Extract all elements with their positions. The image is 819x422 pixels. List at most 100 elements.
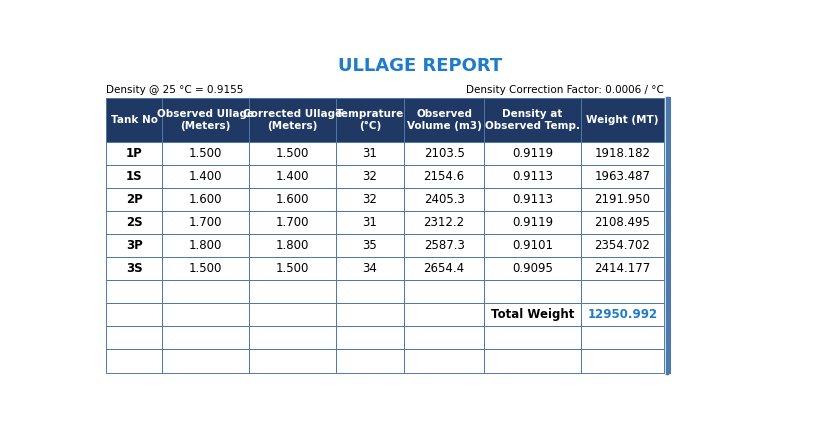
Text: 31: 31 <box>362 216 378 229</box>
Text: 2587.3: 2587.3 <box>423 239 464 252</box>
Bar <box>106 98 162 141</box>
Text: 2654.4: 2654.4 <box>423 262 464 275</box>
Bar <box>485 326 581 349</box>
Text: 1.500: 1.500 <box>188 146 222 160</box>
Bar <box>485 188 581 211</box>
Text: 2154.6: 2154.6 <box>423 170 464 183</box>
Text: Corrected Ullage
(Meters): Corrected Ullage (Meters) <box>242 109 342 131</box>
Bar <box>581 211 664 234</box>
Bar <box>162 303 249 326</box>
Bar <box>485 141 581 165</box>
Bar <box>162 257 249 280</box>
Text: 2312.2: 2312.2 <box>423 216 464 229</box>
Text: 32: 32 <box>362 193 378 206</box>
Bar <box>162 234 249 257</box>
Bar <box>106 257 162 280</box>
Bar <box>404 326 485 349</box>
Bar <box>249 280 336 303</box>
Bar <box>249 141 336 165</box>
Text: 1.500: 1.500 <box>188 262 222 275</box>
Text: 0.9101: 0.9101 <box>512 239 553 252</box>
Bar <box>106 141 162 165</box>
Bar <box>404 211 485 234</box>
Bar <box>404 165 485 188</box>
Text: 2S: 2S <box>126 216 143 229</box>
Bar <box>106 188 162 211</box>
Text: 1.500: 1.500 <box>275 262 309 275</box>
Text: 2P: 2P <box>126 193 143 206</box>
Bar <box>336 141 404 165</box>
Text: 34: 34 <box>362 262 378 275</box>
Bar <box>249 188 336 211</box>
Text: 0.9113: 0.9113 <box>512 170 553 183</box>
Text: Total Weight: Total Weight <box>491 308 574 321</box>
Bar <box>581 326 664 349</box>
Text: 2405.3: 2405.3 <box>423 193 464 206</box>
Text: 2414.177: 2414.177 <box>595 262 650 275</box>
Bar <box>249 303 336 326</box>
Text: Density Correction Factor: 0.0006 / °C: Density Correction Factor: 0.0006 / °C <box>466 84 664 95</box>
Bar <box>106 98 162 141</box>
Bar <box>162 188 249 211</box>
Bar <box>106 303 162 326</box>
Bar <box>485 257 581 280</box>
Text: 1.700: 1.700 <box>275 216 309 229</box>
Text: 31: 31 <box>362 146 378 160</box>
Text: 1.700: 1.700 <box>188 216 222 229</box>
Bar <box>106 280 162 303</box>
Text: 2108.495: 2108.495 <box>595 216 650 229</box>
Text: Observed
Volume (m3): Observed Volume (m3) <box>407 109 482 131</box>
Bar <box>404 234 485 257</box>
Bar <box>581 349 664 373</box>
Bar <box>106 349 162 373</box>
Text: 1963.487: 1963.487 <box>595 170 650 183</box>
Bar <box>249 234 336 257</box>
Text: 1.800: 1.800 <box>275 239 309 252</box>
Text: 2191.950: 2191.950 <box>595 193 650 206</box>
Bar <box>336 326 404 349</box>
Bar <box>404 257 485 280</box>
Bar <box>106 165 162 188</box>
Text: 0.9113: 0.9113 <box>512 193 553 206</box>
Bar <box>581 165 664 188</box>
Text: Temprature
(°C): Temprature (°C) <box>336 109 404 131</box>
Bar <box>162 165 249 188</box>
Text: 0.9119: 0.9119 <box>512 216 553 229</box>
Text: 1.400: 1.400 <box>275 170 309 183</box>
Bar <box>336 257 404 280</box>
Bar <box>485 349 581 373</box>
Text: Density at
Observed Temp.: Density at Observed Temp. <box>485 109 580 131</box>
Text: 35: 35 <box>362 239 377 252</box>
Bar <box>162 280 249 303</box>
Bar <box>581 280 664 303</box>
Text: 0.9095: 0.9095 <box>512 262 553 275</box>
Bar <box>162 349 249 373</box>
Bar <box>485 280 581 303</box>
Text: ULLAGE REPORT: ULLAGE REPORT <box>337 57 502 75</box>
Text: 3P: 3P <box>126 239 143 252</box>
Text: 1.600: 1.600 <box>275 193 309 206</box>
Bar <box>336 165 404 188</box>
Bar <box>581 234 664 257</box>
Text: Tank No: Tank No <box>111 115 157 125</box>
Text: 1.600: 1.600 <box>188 193 222 206</box>
Bar <box>336 211 404 234</box>
Bar <box>106 326 162 349</box>
Bar <box>336 349 404 373</box>
Text: Weight (MT): Weight (MT) <box>586 115 658 125</box>
Text: 32: 32 <box>362 170 378 183</box>
Text: 1918.182: 1918.182 <box>595 146 650 160</box>
Text: 12950.992: 12950.992 <box>587 308 658 321</box>
Bar <box>404 349 485 373</box>
Bar <box>404 188 485 211</box>
Bar <box>485 234 581 257</box>
Text: Density @ 25 °C = 0.9155: Density @ 25 °C = 0.9155 <box>106 84 243 95</box>
Bar <box>336 234 404 257</box>
Bar <box>336 303 404 326</box>
Text: 3S: 3S <box>126 262 143 275</box>
Text: 1P: 1P <box>126 146 143 160</box>
Bar <box>106 211 162 234</box>
Text: 0.9119: 0.9119 <box>512 146 553 160</box>
Bar <box>249 349 336 373</box>
Text: 1S: 1S <box>126 170 143 183</box>
